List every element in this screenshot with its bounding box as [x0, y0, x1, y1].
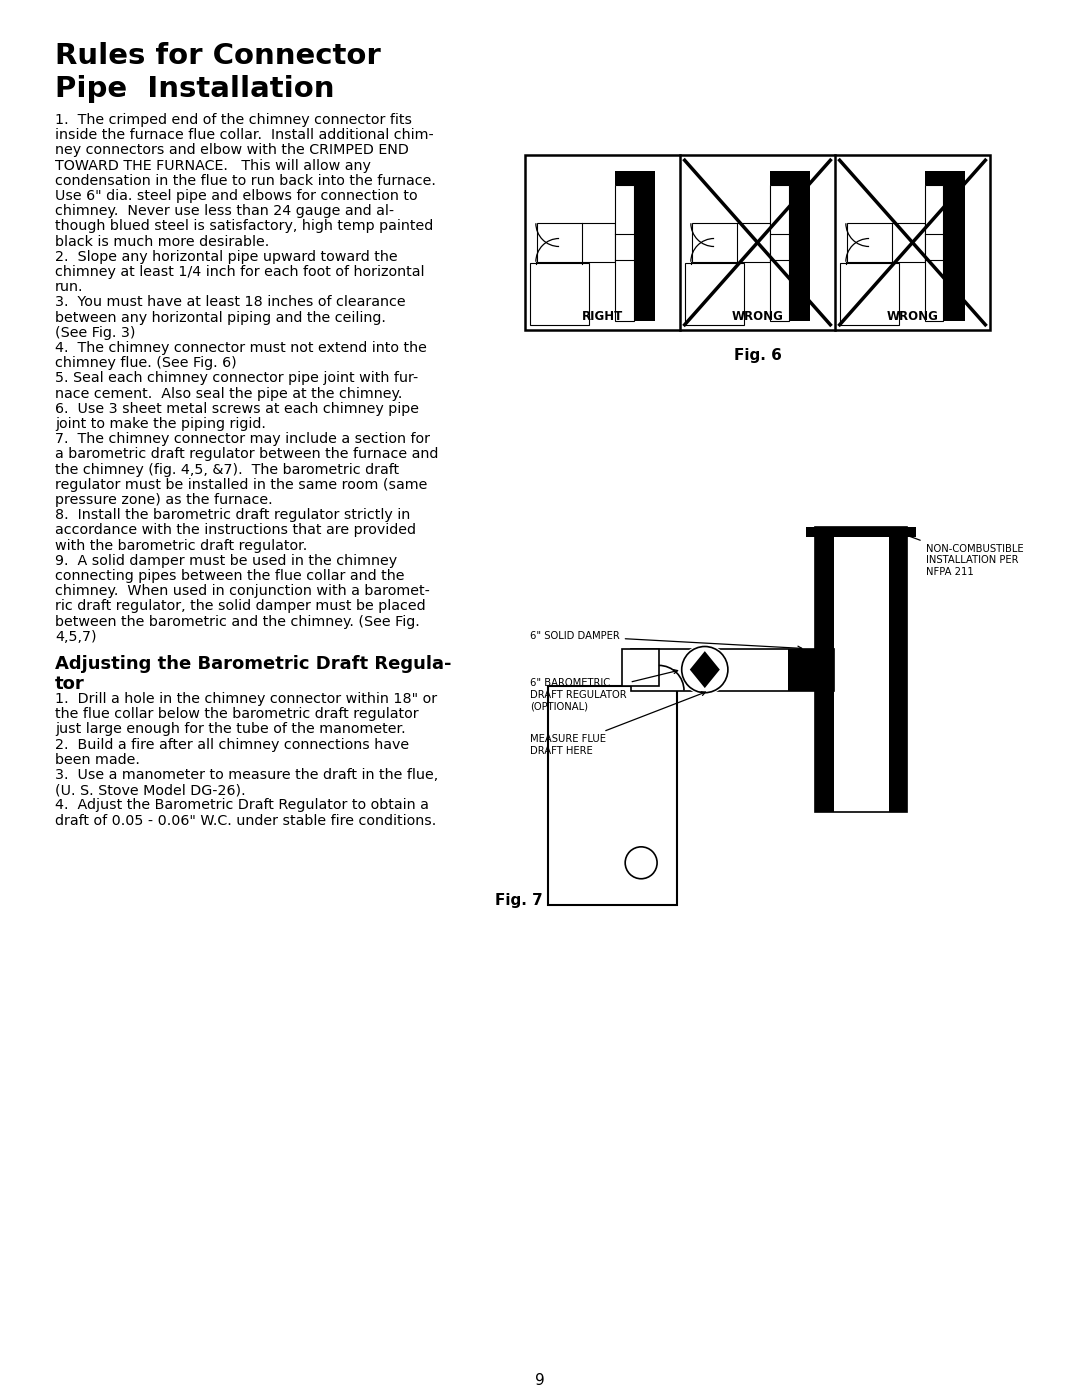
Bar: [788, 184, 810, 321]
Text: chimney.  When used in conjunction with a baromet-: chimney. When used in conjunction with a…: [55, 584, 430, 598]
Text: 6" BAROMETRIC
DRAFT REGULATOR
(OPTIONAL): 6" BAROMETRIC DRAFT REGULATOR (OPTIONAL): [530, 669, 677, 711]
Text: the chimney (fig. 4,5, &7).  The barometric draft: the chimney (fig. 4,5, &7). The barometr…: [55, 462, 400, 476]
Text: 4,5,7): 4,5,7): [55, 630, 96, 644]
Text: 2.  Slope any horizontal pipe upward toward the: 2. Slope any horizontal pipe upward towa…: [55, 250, 397, 264]
Text: connecting pipes between the flue collar and the: connecting pipes between the flue collar…: [55, 569, 405, 583]
Text: NON-COMBUSTIBLE
INSTALLATION PER
NFPA 211: NON-COMBUSTIBLE INSTALLATION PER NFPA 21…: [902, 534, 1023, 577]
Text: TOWARD THE FURNACE.   This will allow any: TOWARD THE FURNACE. This will allow any: [55, 159, 370, 173]
Bar: [631, 648, 834, 690]
Text: just large enough for the tube of the manometer.: just large enough for the tube of the ma…: [55, 722, 406, 736]
Bar: [815, 527, 907, 813]
Text: chimney.  Never use less than 24 gauge and al-: chimney. Never use less than 24 gauge an…: [55, 204, 394, 218]
Text: joint to make the piping rigid.: joint to make the piping rigid.: [55, 416, 266, 432]
Text: Use 6" dia. steel pipe and elbows for connection to: Use 6" dia. steel pipe and elbows for co…: [55, 189, 418, 203]
Text: chimney flue. (See Fig. 6): chimney flue. (See Fig. 6): [55, 356, 237, 370]
Bar: [889, 527, 907, 813]
Text: 7.  The chimney connector may include a section for: 7. The chimney connector may include a s…: [55, 432, 430, 446]
Bar: [692, 224, 770, 261]
Text: 9.  A solid damper must be used in the chimney: 9. A solid damper must be used in the ch…: [55, 553, 397, 567]
Bar: [848, 224, 924, 261]
Text: 6" SOLID DAMPER: 6" SOLID DAMPER: [530, 631, 801, 650]
Bar: [622, 648, 659, 686]
Bar: [615, 184, 634, 321]
Bar: [839, 264, 899, 324]
Text: 5. Seal each chimney connector pipe joint with fur-: 5. Seal each chimney connector pipe join…: [55, 372, 418, 386]
Text: between the barometric and the chimney. (See Fig.: between the barometric and the chimney. …: [55, 615, 420, 629]
Bar: [944, 184, 966, 321]
Bar: [787, 648, 834, 690]
Bar: [924, 184, 944, 321]
Text: WRONG: WRONG: [887, 310, 939, 323]
Text: MEASURE FLUE
DRAFT HERE: MEASURE FLUE DRAFT HERE: [530, 692, 705, 756]
Text: Fig. 6: Fig. 6: [733, 348, 782, 363]
Circle shape: [679, 644, 730, 694]
Bar: [770, 184, 788, 321]
Circle shape: [625, 847, 657, 879]
Text: 6.  Use 3 sheet metal screws at each chimney pipe: 6. Use 3 sheet metal screws at each chim…: [55, 402, 419, 416]
Text: 9: 9: [535, 1373, 545, 1389]
Text: a barometric draft regulator between the furnace and: a barometric draft regulator between the…: [55, 447, 438, 461]
Bar: [924, 170, 966, 184]
Text: 1.  The crimped end of the chimney connector fits: 1. The crimped end of the chimney connec…: [55, 113, 411, 127]
Bar: [529, 264, 589, 324]
Text: chimney at least 1/4 inch for each foot of horizontal: chimney at least 1/4 inch for each foot …: [55, 265, 424, 279]
Text: ric draft regulator, the solid damper must be placed: ric draft regulator, the solid damper mu…: [55, 599, 426, 613]
Bar: [806, 527, 917, 538]
Text: draft of 0.05 - 0.06" W.C. under stable fire conditions.: draft of 0.05 - 0.06" W.C. under stable …: [55, 813, 436, 827]
Text: black is much more desirable.: black is much more desirable.: [55, 235, 269, 249]
Text: 4.  Adjust the Barometric Draft Regulator to obtain a: 4. Adjust the Barometric Draft Regulator…: [55, 799, 429, 813]
Text: regulator must be installed in the same room (same: regulator must be installed in the same …: [55, 478, 428, 492]
Text: WRONG: WRONG: [731, 310, 783, 323]
Text: Adjusting the Barometric Draft Regula-
tor: Adjusting the Barometric Draft Regula- t…: [55, 655, 451, 693]
Text: the flue collar below the barometric draft regulator: the flue collar below the barometric dra…: [55, 707, 419, 721]
Text: inside the furnace flue collar.  Install additional chim-: inside the furnace flue collar. Install …: [55, 129, 434, 142]
Text: Pipe  Installation: Pipe Installation: [55, 75, 335, 103]
Text: between any horizontal piping and the ceiling.: between any horizontal piping and the ce…: [55, 310, 386, 324]
Text: 1.  Drill a hole in the chimney connector within 18" or: 1. Drill a hole in the chimney connector…: [55, 692, 437, 705]
Bar: [685, 264, 743, 324]
Text: 3.  Use a manometer to measure the draft in the flue,: 3. Use a manometer to measure the draft …: [55, 768, 438, 782]
Bar: [525, 155, 990, 330]
Text: though blued steel is satisfactory, high temp painted: though blued steel is satisfactory, high…: [55, 219, 433, 233]
Bar: [615, 170, 656, 184]
Text: condensation in the flue to run back into the furnace.: condensation in the flue to run back int…: [55, 173, 436, 187]
Text: (See Fig. 3): (See Fig. 3): [55, 326, 135, 339]
Text: nace cement.  Also seal the pipe at the chimney.: nace cement. Also seal the pipe at the c…: [55, 387, 403, 401]
Bar: [815, 527, 834, 813]
Text: run.: run.: [55, 281, 83, 295]
Text: Fig. 7: Fig. 7: [495, 893, 543, 908]
Text: Rules for Connector: Rules for Connector: [55, 42, 381, 70]
Bar: [549, 686, 677, 905]
Text: ney connectors and elbow with the CRIMPED END: ney connectors and elbow with the CRIMPE…: [55, 144, 409, 158]
Text: 8.  Install the barometric draft regulator strictly in: 8. Install the barometric draft regulato…: [55, 509, 410, 522]
Text: with the barometric draft regulator.: with the barometric draft regulator.: [55, 539, 307, 553]
Text: RIGHT: RIGHT: [582, 310, 623, 323]
Bar: [770, 170, 810, 184]
Bar: [634, 184, 656, 321]
Circle shape: [681, 647, 728, 693]
Polygon shape: [690, 651, 719, 689]
Text: accordance with the instructions that are provided: accordance with the instructions that ar…: [55, 524, 416, 538]
Text: 2.  Build a fire after all chimney connections have: 2. Build a fire after all chimney connec…: [55, 738, 409, 752]
Text: pressure zone) as the furnace.: pressure zone) as the furnace.: [55, 493, 272, 507]
Text: 3.  You must have at least 18 inches of clearance: 3. You must have at least 18 inches of c…: [55, 295, 406, 309]
Text: been made.: been made.: [55, 753, 140, 767]
Text: (U. S. Stove Model DG-26).: (U. S. Stove Model DG-26).: [55, 784, 245, 798]
Bar: [538, 224, 615, 261]
Text: 4.  The chimney connector must not extend into the: 4. The chimney connector must not extend…: [55, 341, 427, 355]
